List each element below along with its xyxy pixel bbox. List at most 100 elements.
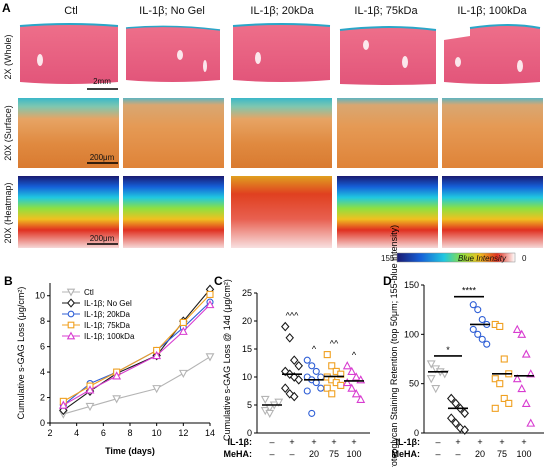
b-series-point xyxy=(152,385,162,394)
b-x-tick-label: 12 xyxy=(178,428,188,438)
c-data-point xyxy=(323,351,331,359)
colorbar: 155 Blue Intensity 0 xyxy=(381,252,527,263)
d-y-tick-label: 0 xyxy=(414,428,419,438)
c-y-tick-label: 0 xyxy=(247,428,252,438)
c-data-point xyxy=(294,360,303,371)
explant-nogel xyxy=(126,26,220,82)
d-y-tick-label: 50 xyxy=(409,379,419,389)
colorbar-label: Blue Intensity xyxy=(458,254,507,263)
col-header-nogel: IL-1β; No Gel xyxy=(139,5,205,17)
d-data-point xyxy=(469,301,477,309)
c-significance-mark: ^ xyxy=(352,350,357,360)
d-il1b-value: – xyxy=(435,437,440,447)
c-data-point xyxy=(281,383,290,394)
b-legend-label: IL-1β; 100kDa xyxy=(84,332,135,341)
b-legend-label: IL-1β; 75kDa xyxy=(84,321,131,330)
d-data-point xyxy=(451,418,460,428)
c-data-point xyxy=(285,332,294,343)
chart-d: Proteoglycan Staining Retention (top 50μ… xyxy=(389,225,544,467)
panel-a-letter: A xyxy=(2,1,11,15)
heatmap-nogel xyxy=(123,176,224,248)
c-data-point xyxy=(328,362,336,370)
b-series-point xyxy=(206,290,214,299)
d-data-point xyxy=(447,393,456,404)
b-series-line xyxy=(63,289,211,411)
col-header-100kda: IL-1β; 100kDa xyxy=(457,5,527,17)
d-data-point xyxy=(521,349,531,358)
c-data-point xyxy=(274,398,284,407)
c-data-point xyxy=(308,362,316,370)
panel-b-letter: B xyxy=(4,274,13,288)
b-y-tick-label: 10 xyxy=(35,291,45,301)
scale-label-whole: 2mm xyxy=(93,77,111,86)
c-data-point xyxy=(347,366,357,375)
d-il1b-value: + xyxy=(521,437,526,447)
b-legend-marker xyxy=(66,288,76,297)
c-data-point xyxy=(290,355,299,366)
col-header-75kda: IL-1β; 75kDa xyxy=(354,5,418,17)
b-y-tick-label: 4 xyxy=(40,367,45,377)
b-y-label: Cumulative s-GAG Loss (μg/cm²) xyxy=(16,287,26,420)
surface-100kda xyxy=(442,98,543,168)
heatmap-75kda xyxy=(337,176,438,248)
b-x-tick-label: 2 xyxy=(47,428,52,438)
d-data-point xyxy=(478,315,486,324)
c-data-point xyxy=(328,390,336,398)
d-data-point xyxy=(469,325,477,333)
d-data-point xyxy=(491,375,499,383)
d-data-point xyxy=(500,394,508,403)
b-y-tick-label: 6 xyxy=(40,342,45,352)
panel-a-row-labels: 2X (Whole) 20X (Surface) 20X (Heatmap) xyxy=(3,34,13,243)
c-il1b-value: + xyxy=(351,437,356,447)
d-data-point xyxy=(512,374,522,383)
col-header-ctl: Ctl xyxy=(64,5,77,17)
d-meha-value: 20 xyxy=(475,449,485,459)
b-series-point xyxy=(178,326,188,335)
d-meha-value: – xyxy=(435,449,440,459)
c-data-point xyxy=(260,395,270,405)
c-meha-value: 20 xyxy=(309,449,319,459)
row-label-heatmap: 20X (Heatmap) xyxy=(3,182,13,243)
d-bracket-2-label: **** xyxy=(462,286,477,296)
b-series-point xyxy=(112,395,122,404)
b-series-point xyxy=(58,400,68,409)
colorbar-min: 155 xyxy=(381,254,395,263)
d-row-meha-label: MeHA: xyxy=(392,449,421,459)
heatmap-ctl xyxy=(18,176,119,248)
c-y-tick-label: 5 xyxy=(247,400,252,410)
c-il1b-value: + xyxy=(311,437,316,447)
c-significance-mark: ^^^ xyxy=(286,311,299,321)
row-label-surface: 20X (Surface) xyxy=(3,105,13,161)
d-data-point xyxy=(447,413,456,424)
explant-100kda xyxy=(444,25,540,84)
c-data-point xyxy=(323,384,331,392)
c-data-point xyxy=(317,384,325,392)
d-data-point xyxy=(496,322,504,330)
scale-label-heatmap: 200μm xyxy=(90,234,115,243)
row-surface-images: 200μm xyxy=(18,98,543,168)
d-il1b-value: + xyxy=(455,437,460,447)
heatmap-20kda xyxy=(231,176,332,248)
d-data-point xyxy=(491,404,499,412)
b-series-point xyxy=(112,371,122,380)
d-il1b-value: + xyxy=(499,437,504,447)
d-bracket-1-label: * xyxy=(446,345,450,355)
d-data-point xyxy=(483,340,491,348)
b-series-line xyxy=(63,304,211,406)
surface-ctl xyxy=(18,98,119,168)
c-data-point xyxy=(342,361,352,370)
b-y-tick-label: 0 xyxy=(40,418,45,428)
d-data-point xyxy=(474,330,482,338)
d-data-point xyxy=(460,408,469,419)
b-x-label: Time (days) xyxy=(105,446,155,456)
row-whole-images: 2mm xyxy=(18,20,543,96)
d-meha-value: 100 xyxy=(516,449,531,459)
d-data-point xyxy=(478,335,486,343)
b-y-tick-label: 8 xyxy=(40,316,45,326)
c-meha-value: 75 xyxy=(329,449,339,459)
c-meha-value: – xyxy=(269,449,274,459)
d-data-point xyxy=(521,398,531,407)
c-data-point xyxy=(303,356,311,364)
c-y-tick-label: 10 xyxy=(242,372,252,382)
d-data-point xyxy=(505,399,513,407)
